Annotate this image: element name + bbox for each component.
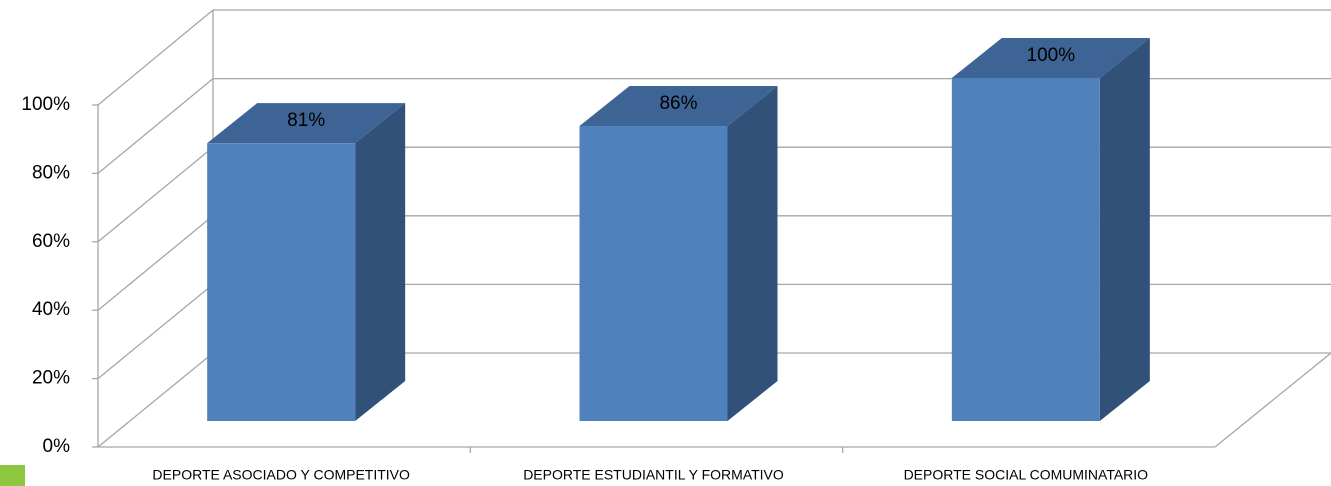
bar-top [207, 103, 406, 144]
y-tick-label: 100% [21, 94, 70, 115]
value-label: 86% [659, 93, 697, 114]
x-tick-label: DEPORTE ASOCIADO Y COMPETITIVO [152, 467, 410, 483]
bar [951, 78, 1100, 421]
floor-right [1214, 352, 1331, 448]
bar [579, 126, 728, 422]
grid-line [97, 9, 214, 106]
bar-top [951, 38, 1150, 78]
y-tick-label: 40% [32, 299, 70, 320]
grid-line [97, 215, 214, 311]
grid-line [97, 78, 214, 174]
bar-top [579, 86, 778, 127]
grid-line [97, 352, 214, 448]
bar-side [355, 103, 406, 422]
value-label: 100% [1027, 45, 1076, 66]
x-tick-label: DEPORTE SOCIAL COMUMINATARIO [904, 467, 1149, 483]
y-tick-label: 20% [32, 368, 70, 389]
y-tick-label: 80% [32, 162, 70, 183]
y-tick-label: 60% [32, 231, 70, 252]
y-tick-label: 0% [43, 436, 71, 457]
bar-side [727, 86, 778, 422]
bar [207, 143, 356, 422]
x-tick-label: DEPORTE ESTUDIANTIL Y FORMATIVO [523, 467, 784, 483]
value-label: 81% [287, 110, 325, 131]
grid-line [97, 283, 214, 380]
bar-side [1099, 38, 1150, 421]
grid-line [97, 146, 214, 243]
corner-decoration [0, 465, 25, 486]
